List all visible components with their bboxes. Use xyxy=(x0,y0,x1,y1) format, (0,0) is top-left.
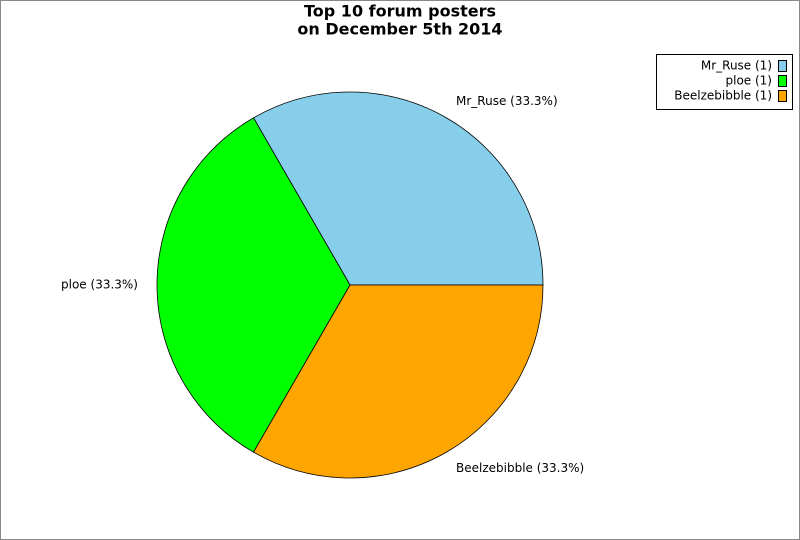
legend-label: Mr_Ruse (1) xyxy=(701,59,772,73)
pie-slice xyxy=(252,284,544,479)
legend-swatch xyxy=(778,90,787,102)
chart-title: Top 10 forum posters xyxy=(304,2,496,21)
slice-label: Mr_Ruse (33.3%) xyxy=(456,94,558,108)
slice-label: ploe (33.3%) xyxy=(61,278,138,292)
chart-title: on December 5th 2014 xyxy=(297,20,502,39)
legend-label: ploe (1) xyxy=(726,74,773,88)
legend-swatch xyxy=(778,75,787,87)
legend-swatch xyxy=(778,60,787,72)
slice-label: Beelzebibble (33.3%) xyxy=(456,461,584,475)
legend-label: Beelzebibble (1) xyxy=(674,89,772,103)
pie-slice xyxy=(252,91,544,286)
pie-slice xyxy=(156,117,351,453)
legend-box xyxy=(656,54,793,110)
